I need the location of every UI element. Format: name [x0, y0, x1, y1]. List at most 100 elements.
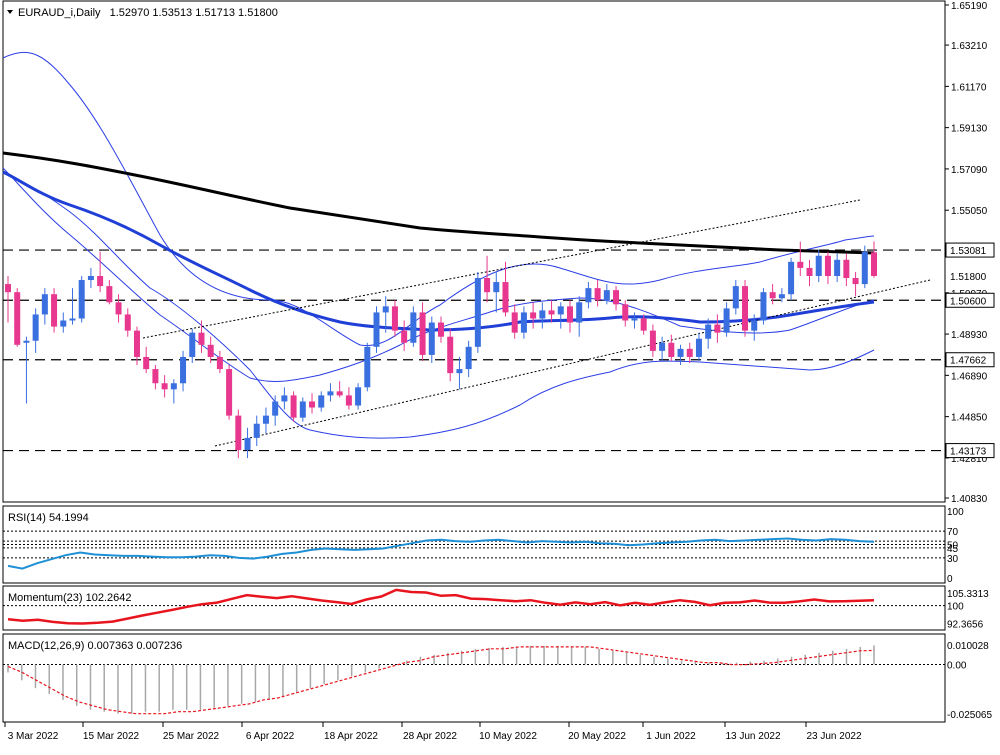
- candle-body: [382, 306, 389, 313]
- candle-body: [216, 356, 223, 370]
- candle-body: [32, 314, 39, 341]
- price-tick-label: 1.59130: [951, 124, 988, 135]
- candle-body: [484, 278, 491, 293]
- level-label: 1.50600: [950, 296, 987, 307]
- candle-body: [69, 318, 76, 321]
- symbol-title: EURAUD_i,Daily 1.52970 1.53513 1.51713 1…: [18, 7, 278, 19]
- level-label-box: [945, 352, 995, 368]
- candle-body: [272, 401, 279, 416]
- candle-body: [732, 286, 739, 309]
- candle-body: [502, 282, 509, 313]
- candle-body: [751, 320, 758, 331]
- momentum-tick-label: 105.3313: [947, 589, 989, 600]
- macd-title: MACD(12,26,9) 0.007363 0.007236: [8, 640, 182, 652]
- dropdown-arrow-icon[interactable]: [7, 10, 13, 14]
- candle-body: [78, 280, 85, 319]
- rsi-tick-label: 100: [947, 507, 964, 518]
- candle-body: [566, 306, 573, 323]
- price-tick-label: 1.40830: [951, 494, 988, 505]
- level-label-box: [945, 292, 995, 308]
- candlestick-series: [5, 241, 877, 459]
- candle-body: [410, 312, 417, 343]
- candle-body: [613, 290, 620, 305]
- candle-body: [677, 348, 684, 357]
- candle-body: [133, 330, 140, 357]
- momentum-line: [7, 588, 875, 625]
- momentum-title: Momentum(23) 102.2642: [8, 592, 132, 604]
- candle-body: [668, 342, 675, 357]
- candle-body: [170, 383, 177, 390]
- candle-body: [161, 383, 168, 390]
- candle-body: [843, 259, 850, 279]
- level-label: 1.47662: [950, 356, 987, 367]
- macd-signal-line: [7, 646, 875, 715]
- candle-body: [115, 302, 122, 315]
- candle-body: [235, 415, 242, 451]
- candle-body: [815, 255, 822, 276]
- candle-body: [659, 342, 666, 351]
- candle-body: [686, 348, 693, 357]
- candle-body: [806, 267, 813, 276]
- price-tick-label: 1.46890: [951, 371, 988, 382]
- momentum-tick-label: 100: [947, 602, 964, 613]
- candle-body: [742, 286, 749, 331]
- candle-body: [419, 312, 426, 355]
- candle-body: [345, 395, 352, 406]
- candle-body: [520, 312, 527, 333]
- candle-body: [198, 332, 205, 345]
- candle-body: [60, 320, 67, 327]
- time-tick-label: 23 Jun 2022: [806, 731, 861, 742]
- momentum-indicator: 105.3313 100 92.3656: [3, 588, 989, 631]
- candle-body: [493, 282, 500, 293]
- candle-body: [318, 395, 325, 408]
- candle-body: [106, 286, 113, 303]
- candle-body: [695, 338, 702, 357]
- price-tick-label: 1.48930: [951, 330, 988, 341]
- candle-body: [539, 310, 546, 319]
- candle-body: [631, 318, 638, 321]
- candle-body: [23, 340, 30, 343]
- candle-body: [797, 261, 804, 268]
- time-tick-label: 20 May 2022: [568, 731, 626, 742]
- candle-body: [124, 314, 131, 331]
- candle-body: [143, 356, 150, 370]
- candle-body: [723, 308, 730, 333]
- rsi-tick-label: 30: [947, 554, 959, 565]
- candle-body: [189, 332, 196, 357]
- rsi-tick-label: 50: [947, 541, 959, 552]
- candle-body: [391, 306, 398, 331]
- candle-body: [474, 278, 481, 347]
- candle-body: [14, 292, 21, 345]
- time-tick-label: 18 Apr 2022: [324, 731, 378, 742]
- time-tick-label: 3 Mar 2022: [8, 731, 59, 742]
- symbol-name: EURAUD_i,Daily: [18, 7, 101, 19]
- candle-body: [438, 322, 444, 337]
- candle-body: [705, 324, 712, 339]
- price-tick-label: 1.65190: [951, 1, 988, 12]
- candle-body: [290, 395, 297, 418]
- candle-body: [760, 292, 767, 321]
- rsi-title: RSI(14) 54.1994: [8, 512, 89, 524]
- level-label-box: [945, 443, 995, 459]
- candle-body: [594, 288, 601, 301]
- rsi-tick-label: 70: [947, 527, 959, 538]
- candle-body: [299, 401, 306, 418]
- level-label: 1.43173: [950, 447, 987, 458]
- candle-body: [262, 415, 269, 424]
- candle-body: [428, 322, 435, 355]
- candle-body: [824, 255, 831, 276]
- time-tick-label: 15 Mar 2022: [83, 731, 140, 742]
- price-tick-label: 1.44850: [951, 413, 988, 424]
- level-label: 1.53081: [950, 246, 987, 257]
- price-tick-label: 1.61170: [951, 82, 987, 93]
- price-axis: 1.65190 1.63210 1.61170 1.59130 1.57090 1.550…: [945, 1, 995, 505]
- candle-body: [530, 312, 537, 319]
- rsi-line: [7, 537, 875, 570]
- candle-body: [244, 437, 251, 451]
- momentum-panel: [2, 585, 946, 631]
- candle-body: [355, 387, 362, 406]
- time-tick-label: 28 Apr 2022: [403, 731, 457, 742]
- candle-body: [401, 330, 408, 343]
- candle-body: [51, 294, 58, 327]
